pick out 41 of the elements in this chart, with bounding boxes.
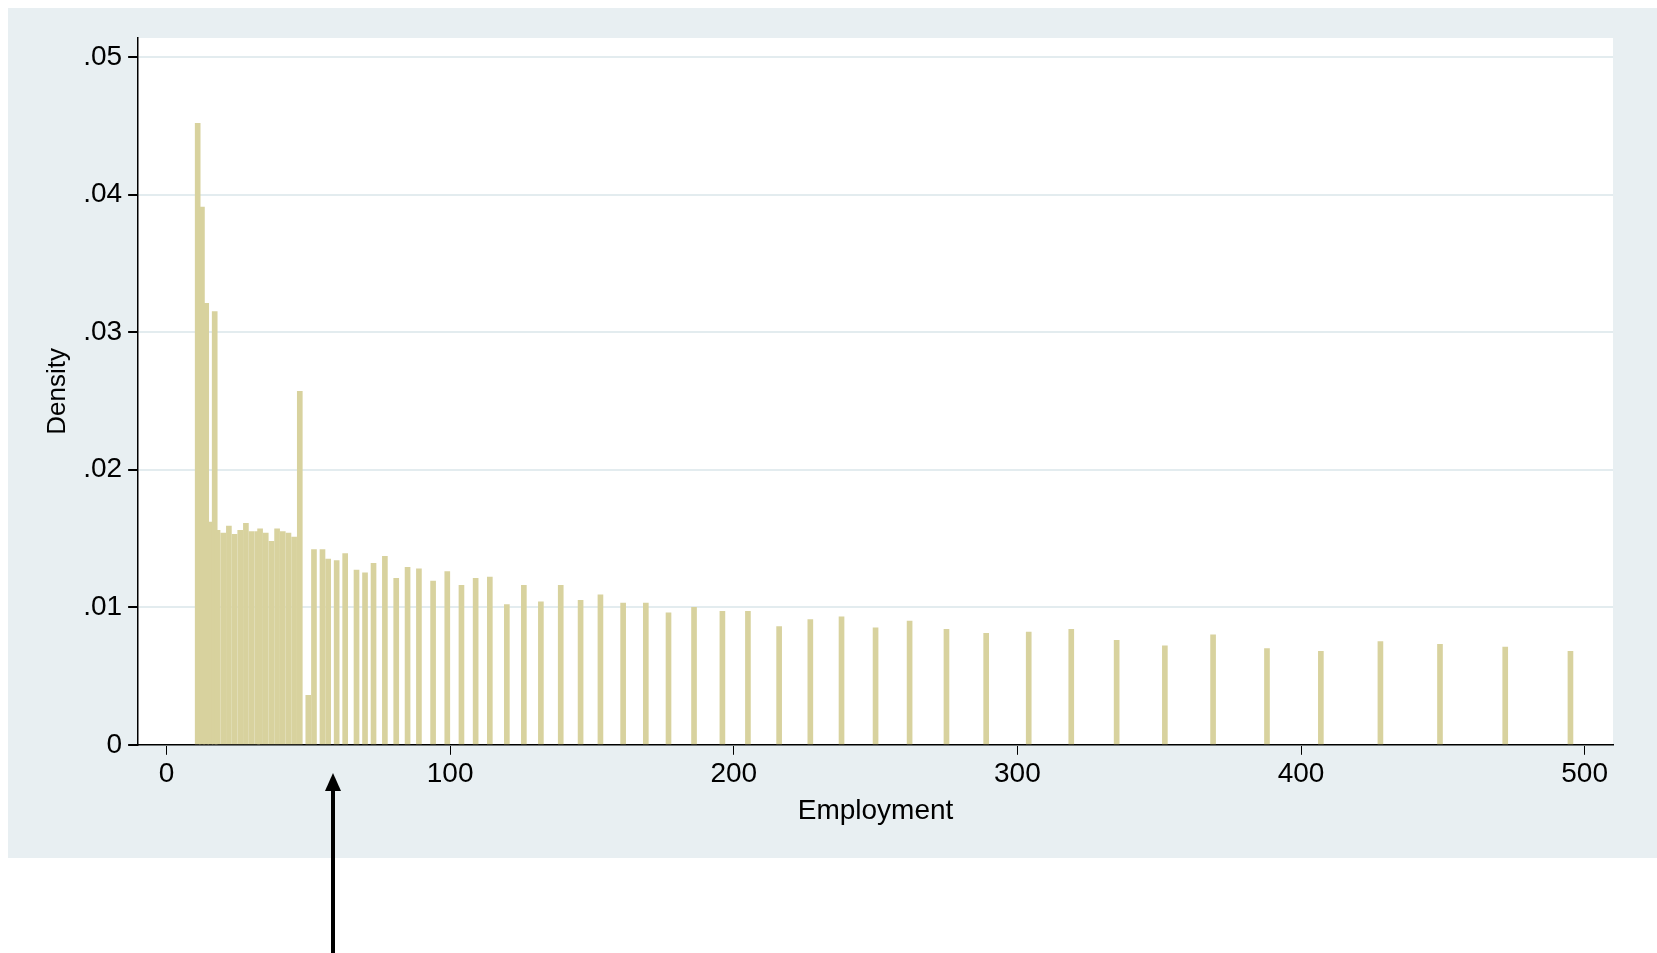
bar — [487, 576, 493, 745]
bar — [1264, 648, 1270, 745]
bar — [504, 604, 510, 745]
bar — [691, 606, 697, 745]
bar — [983, 633, 990, 745]
bar — [807, 619, 814, 745]
x-tick-label: 200 — [710, 757, 758, 789]
bar — [620, 602, 626, 745]
bar — [444, 571, 451, 745]
bar — [1210, 634, 1216, 745]
y-tick-label: 0 — [106, 727, 123, 759]
bar — [393, 578, 400, 745]
y-axis-title: Density — [40, 348, 71, 435]
y-tick-label: .03 — [83, 314, 123, 346]
y-tick-label: .05 — [83, 39, 123, 71]
bar — [416, 568, 422, 745]
bar — [1437, 644, 1443, 745]
y-tick-label: .02 — [83, 452, 123, 484]
bar — [745, 611, 751, 745]
bar — [1162, 645, 1168, 745]
y-tick-label: .04 — [83, 177, 123, 209]
bar — [430, 580, 436, 745]
bar — [362, 572, 368, 745]
bar — [776, 626, 782, 745]
x-tick-label: 500 — [1561, 757, 1608, 789]
bar — [557, 584, 564, 745]
x-tick-label: 300 — [994, 757, 1041, 789]
bar — [382, 556, 388, 745]
bar — [1068, 628, 1075, 745]
x-tick-label: 400 — [1277, 757, 1325, 789]
x-tick-label: 0 — [158, 757, 175, 789]
y-tick-label: .01 — [83, 590, 123, 622]
bar — [538, 601, 544, 745]
bar — [342, 553, 348, 745]
x-tick-label: 100 — [426, 757, 474, 789]
bar — [521, 584, 527, 745]
bar — [1502, 646, 1509, 745]
bar — [1025, 631, 1032, 745]
x-axis-title: Employment — [797, 793, 954, 825]
bar — [642, 602, 649, 745]
bar — [1318, 650, 1324, 745]
